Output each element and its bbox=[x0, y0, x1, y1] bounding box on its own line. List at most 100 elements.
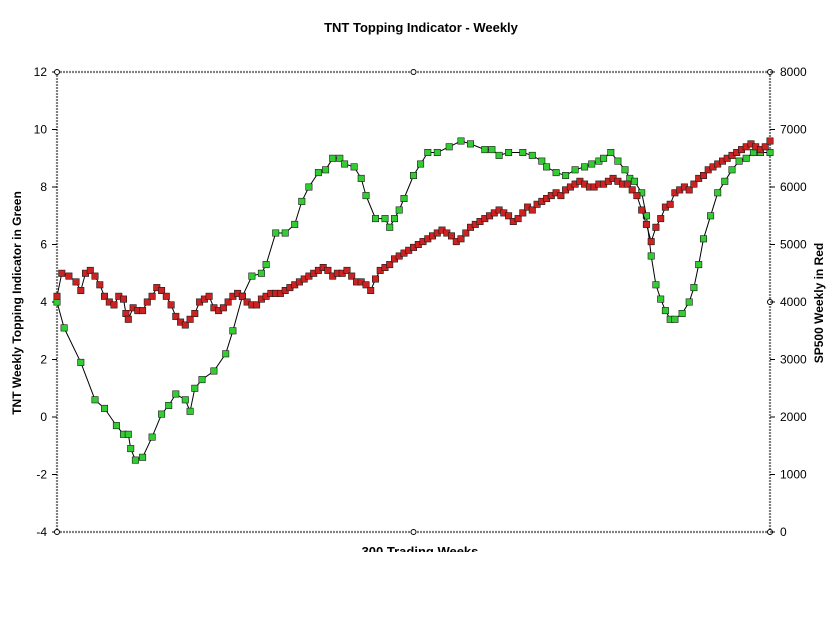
data-point-right bbox=[167, 301, 175, 309]
data-point-left bbox=[357, 174, 365, 182]
data-point-right bbox=[77, 286, 85, 294]
data-point-left bbox=[742, 154, 750, 162]
data-point-right bbox=[457, 235, 465, 243]
plot-area bbox=[55, 70, 772, 534]
data-point-left bbox=[714, 189, 722, 197]
left-tick-label: 8 bbox=[40, 180, 47, 194]
data-point-left bbox=[322, 166, 330, 174]
data-point-left bbox=[707, 212, 715, 220]
data-point-right bbox=[143, 298, 151, 306]
data-point-right bbox=[666, 200, 674, 208]
data-point-left bbox=[528, 151, 536, 159]
data-point-right bbox=[367, 286, 375, 294]
y-axis-left-label: TNT Weekly Topping Indicator in Green bbox=[10, 191, 24, 415]
data-point-left bbox=[699, 235, 707, 243]
data-point-right bbox=[172, 312, 180, 320]
data-point-right bbox=[122, 309, 130, 317]
data-point-right bbox=[191, 309, 199, 317]
data-point-left bbox=[124, 430, 132, 438]
data-point-right bbox=[224, 298, 232, 306]
data-point-left bbox=[614, 157, 622, 165]
series-left bbox=[53, 137, 774, 464]
right-tick-label: 5000 bbox=[780, 238, 807, 252]
left-tick-label: -4 bbox=[36, 525, 47, 539]
left-tick-label: -2 bbox=[36, 468, 47, 482]
data-point-left bbox=[362, 192, 370, 200]
series-line-left bbox=[56, 140, 770, 461]
data-point-left bbox=[329, 154, 337, 162]
data-point-left bbox=[127, 445, 135, 453]
data-point-right bbox=[371, 275, 379, 283]
data-point-left bbox=[371, 215, 379, 223]
data-point-left bbox=[424, 149, 432, 157]
data-point-right bbox=[96, 281, 104, 289]
data-point-right bbox=[86, 266, 94, 274]
left-tick-label: 12 bbox=[34, 65, 48, 79]
data-point-left bbox=[721, 177, 729, 185]
data-point-left bbox=[728, 166, 736, 174]
data-point-right bbox=[53, 292, 61, 300]
data-point-left bbox=[488, 146, 496, 154]
data-point-left bbox=[112, 422, 120, 430]
data-point-left bbox=[466, 140, 474, 148]
data-point-left bbox=[77, 358, 85, 366]
right-tick-label: 7000 bbox=[780, 123, 807, 137]
left-tick-label: 0 bbox=[40, 410, 47, 424]
data-point-left bbox=[91, 396, 99, 404]
data-point-left bbox=[291, 220, 299, 228]
data-point-left bbox=[272, 229, 280, 237]
right-tick-label: 3000 bbox=[780, 353, 807, 367]
data-point-left bbox=[495, 151, 503, 159]
data-point-right bbox=[110, 301, 118, 309]
data-point-left bbox=[191, 384, 199, 392]
right-tick-label: 2000 bbox=[780, 410, 807, 424]
data-point-left bbox=[657, 295, 665, 303]
data-point-left bbox=[350, 163, 358, 171]
data-point-right bbox=[362, 281, 370, 289]
data-point-right bbox=[343, 266, 351, 274]
data-point-left bbox=[210, 367, 218, 375]
data-point-right bbox=[699, 172, 707, 180]
data-point-left bbox=[607, 149, 615, 157]
right-tick-label: 8000 bbox=[780, 65, 807, 79]
data-point-left bbox=[630, 177, 638, 185]
data-point-left bbox=[298, 197, 306, 205]
data-point-left bbox=[505, 149, 513, 157]
data-point-left bbox=[222, 350, 230, 358]
right-tick-label: 4000 bbox=[780, 295, 807, 309]
data-point-right bbox=[628, 186, 636, 194]
left-tick-label: 10 bbox=[34, 123, 48, 137]
data-point-left bbox=[248, 272, 256, 280]
right-tick-label: 6000 bbox=[780, 180, 807, 194]
data-point-left bbox=[652, 281, 660, 289]
data-point-right bbox=[557, 192, 565, 200]
data-point-left bbox=[314, 169, 322, 177]
data-point-left bbox=[341, 160, 349, 168]
data-point-left bbox=[139, 453, 147, 461]
data-point-left bbox=[538, 157, 546, 165]
data-point-left bbox=[543, 163, 551, 171]
data-point-left bbox=[457, 137, 465, 145]
data-point-right bbox=[348, 272, 356, 280]
data-point-right bbox=[253, 301, 261, 309]
data-point-left bbox=[647, 252, 655, 260]
data-point-left bbox=[186, 407, 194, 415]
data-point-right bbox=[623, 180, 631, 188]
data-point-right bbox=[386, 261, 394, 269]
data-point-right bbox=[761, 143, 769, 151]
data-point-left bbox=[581, 163, 589, 171]
data-point-right bbox=[642, 220, 650, 228]
data-point-left bbox=[131, 456, 139, 464]
data-point-right bbox=[766, 137, 774, 145]
data-point-left bbox=[229, 327, 237, 335]
axis-handle-marker bbox=[54, 529, 60, 535]
data-point-left bbox=[445, 143, 453, 151]
data-point-left bbox=[417, 160, 425, 168]
data-point-left bbox=[661, 307, 669, 315]
data-point-right bbox=[685, 186, 693, 194]
data-point-left bbox=[336, 154, 344, 162]
data-point-right bbox=[120, 295, 128, 303]
data-point-right bbox=[72, 278, 80, 286]
data-point-left bbox=[571, 166, 579, 174]
data-point-left bbox=[395, 206, 403, 214]
